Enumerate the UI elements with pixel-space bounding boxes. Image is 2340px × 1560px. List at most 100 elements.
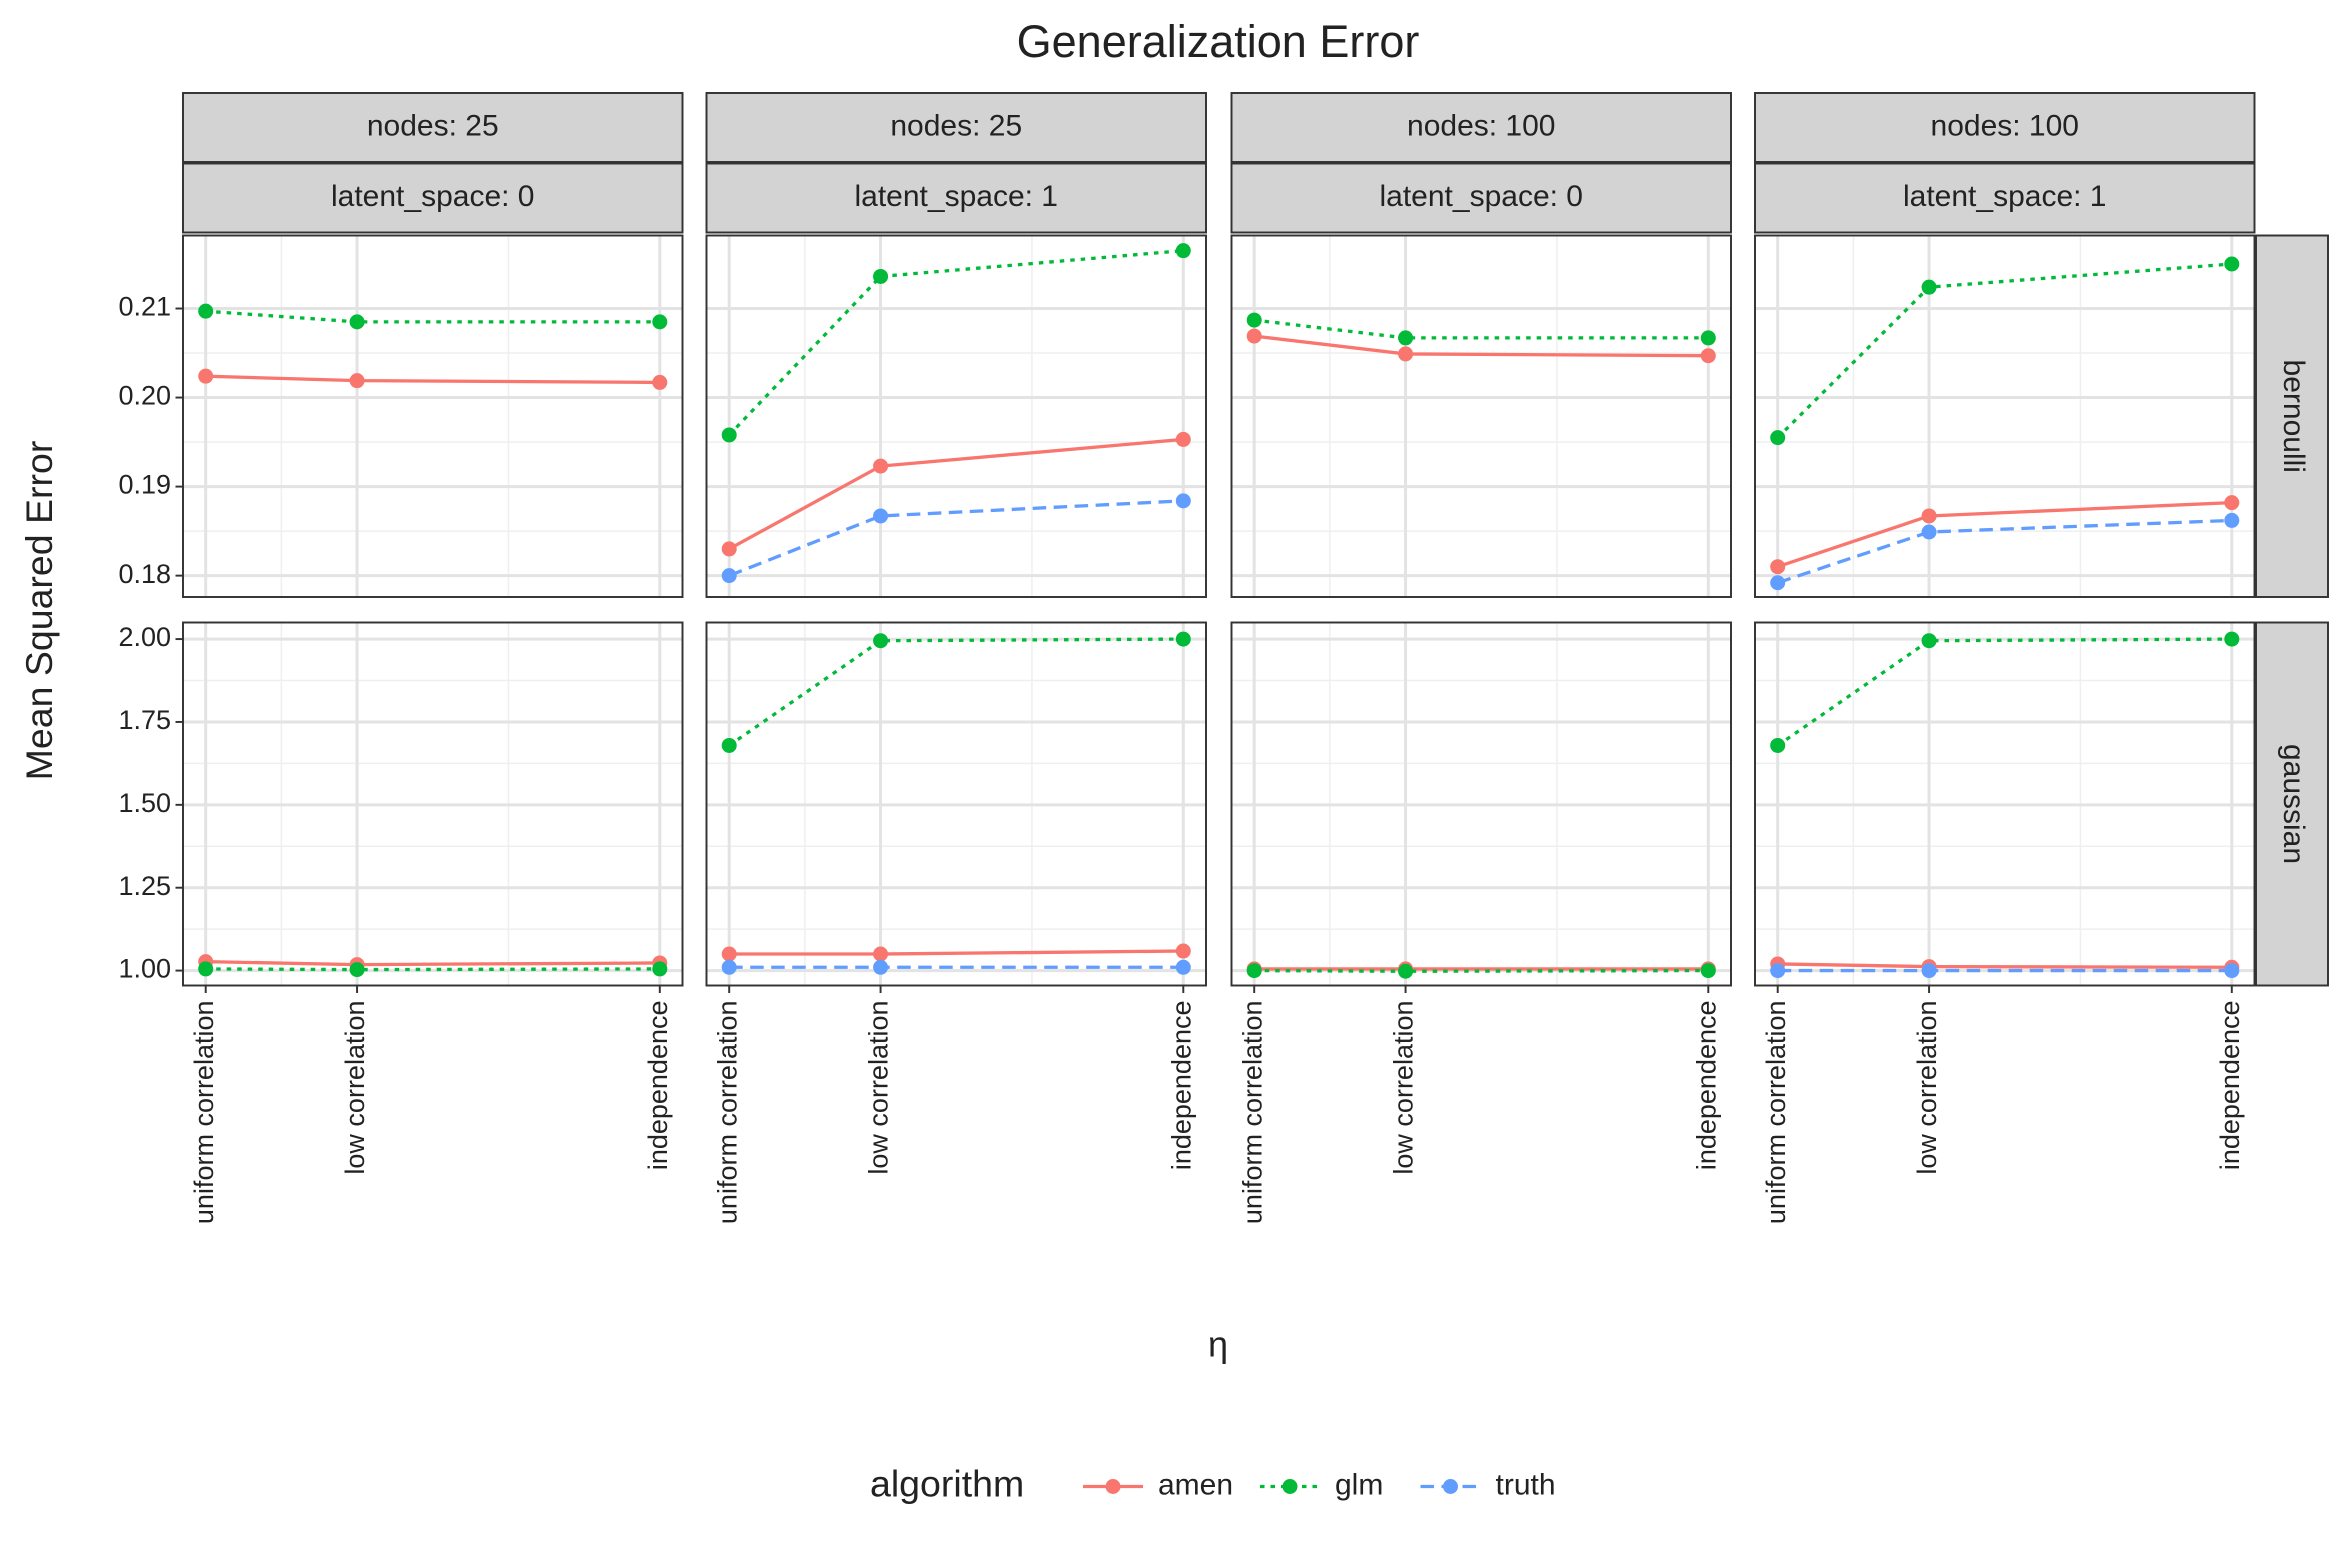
- strip: [705, 92, 1207, 163]
- y-tick-label: 0.21: [118, 292, 171, 322]
- x-axis-label: η: [1208, 1324, 1228, 1365]
- y-tick-label: 1.25: [118, 871, 171, 901]
- panel-border: [1754, 621, 2256, 987]
- data-point: [652, 314, 668, 330]
- data-point: [349, 962, 365, 978]
- data-point: [1175, 243, 1191, 259]
- data-point: [652, 961, 668, 977]
- data-point: [1921, 633, 1937, 649]
- data-point: [2224, 631, 2240, 647]
- data-point: [721, 737, 737, 753]
- strip-label: nodes: 25: [890, 109, 1022, 142]
- panel-border: [705, 234, 1207, 598]
- x-tick-label: independence: [1166, 1001, 1196, 1171]
- data-point: [1770, 430, 1786, 446]
- panel: [706, 235, 1206, 597]
- x-tick-label: low correlation: [864, 1001, 894, 1175]
- data-point: [198, 368, 214, 384]
- strip-label: nodes: 100: [1931, 109, 2079, 142]
- strip-label: latent_space: 1: [1903, 180, 2106, 213]
- legend-key: [1443, 1479, 1458, 1494]
- data-point: [1175, 959, 1191, 975]
- x-tick-label: uniform correlation: [189, 1001, 219, 1225]
- data-point: [1398, 346, 1414, 362]
- data-point: [652, 374, 668, 390]
- data-point: [1700, 963, 1716, 979]
- data-point: [1175, 631, 1191, 647]
- x-tick-label: independence: [643, 1001, 673, 1171]
- data-point: [1398, 330, 1414, 346]
- panel: [1231, 235, 1731, 597]
- strip-label: latent_space: 1: [855, 180, 1058, 213]
- strip: [1230, 162, 1732, 234]
- x-tick-label: uniform correlation: [712, 1001, 742, 1225]
- data-point: [198, 303, 214, 319]
- data-point: [1175, 493, 1191, 509]
- series-line: [728, 499, 1184, 578]
- x-tick-label: independence: [1691, 1001, 1721, 1171]
- data-point: [349, 373, 365, 389]
- data-point: [2224, 512, 2240, 528]
- panel-border: [1230, 234, 1732, 598]
- legend-key: [1105, 1479, 1121, 1494]
- data-point: [873, 946, 889, 962]
- strip-label: nodes: 25: [367, 109, 499, 142]
- data-point: [873, 508, 889, 524]
- x-tick-label: low correlation: [1912, 1001, 1942, 1175]
- data-point: [1921, 508, 1937, 524]
- strip: [705, 162, 1207, 234]
- data-point: [721, 946, 737, 962]
- panel: [1755, 235, 2255, 597]
- data-point: [1770, 963, 1786, 979]
- data-point: [1921, 279, 1937, 295]
- data-point: [1246, 312, 1262, 328]
- y-tick-label: 0.18: [118, 559, 171, 589]
- data-point: [721, 568, 737, 584]
- y-tick-label: 2.00: [118, 622, 171, 652]
- panel-border: [705, 621, 1207, 987]
- y-tick-label: 0.19: [118, 470, 171, 500]
- legend-title: algorithm: [870, 1462, 1024, 1504]
- data-point: [1921, 524, 1937, 540]
- data-point: [2224, 495, 2240, 511]
- data-point: [873, 458, 889, 474]
- legend-key: [1282, 1479, 1298, 1494]
- data-point: [2224, 256, 2240, 272]
- strip: [2255, 234, 2329, 598]
- data-point: [1700, 348, 1716, 364]
- legend-label: truth: [1496, 1468, 1556, 1501]
- legend-label: amen: [1158, 1468, 1233, 1501]
- panel-border: [182, 234, 684, 598]
- y-tick-label: 1.50: [118, 788, 171, 818]
- y-tick-label: 1.00: [118, 954, 171, 984]
- strip: [2255, 621, 2329, 987]
- strip: [182, 162, 684, 234]
- strip-label: latent_space: 0: [331, 180, 534, 213]
- data-point: [1921, 963, 1937, 979]
- strip: [182, 92, 684, 163]
- y-tick-label: 1.75: [118, 705, 171, 735]
- strip: [1754, 162, 2256, 234]
- data-point: [1700, 330, 1716, 346]
- panel-border: [1230, 621, 1732, 987]
- data-point: [873, 959, 889, 975]
- data-point: [1246, 328, 1262, 344]
- chart-title: Generalization Error: [1017, 16, 1420, 67]
- x-tick-label: uniform correlation: [1761, 1001, 1791, 1225]
- data-point: [721, 959, 737, 975]
- data-point: [1770, 737, 1786, 753]
- data-point: [1175, 943, 1191, 959]
- strip: [1230, 92, 1732, 163]
- data-point: [721, 427, 737, 443]
- data-point: [873, 268, 889, 284]
- data-point: [198, 961, 214, 977]
- data-point: [1175, 431, 1191, 447]
- data-point: [1398, 963, 1414, 979]
- data-point: [349, 314, 365, 330]
- strip: [1754, 92, 2256, 163]
- data-point: [1770, 559, 1786, 575]
- panel: [183, 235, 683, 597]
- data-point: [1770, 575, 1786, 591]
- data-point: [2224, 963, 2240, 979]
- legend-label: glm: [1335, 1468, 1383, 1501]
